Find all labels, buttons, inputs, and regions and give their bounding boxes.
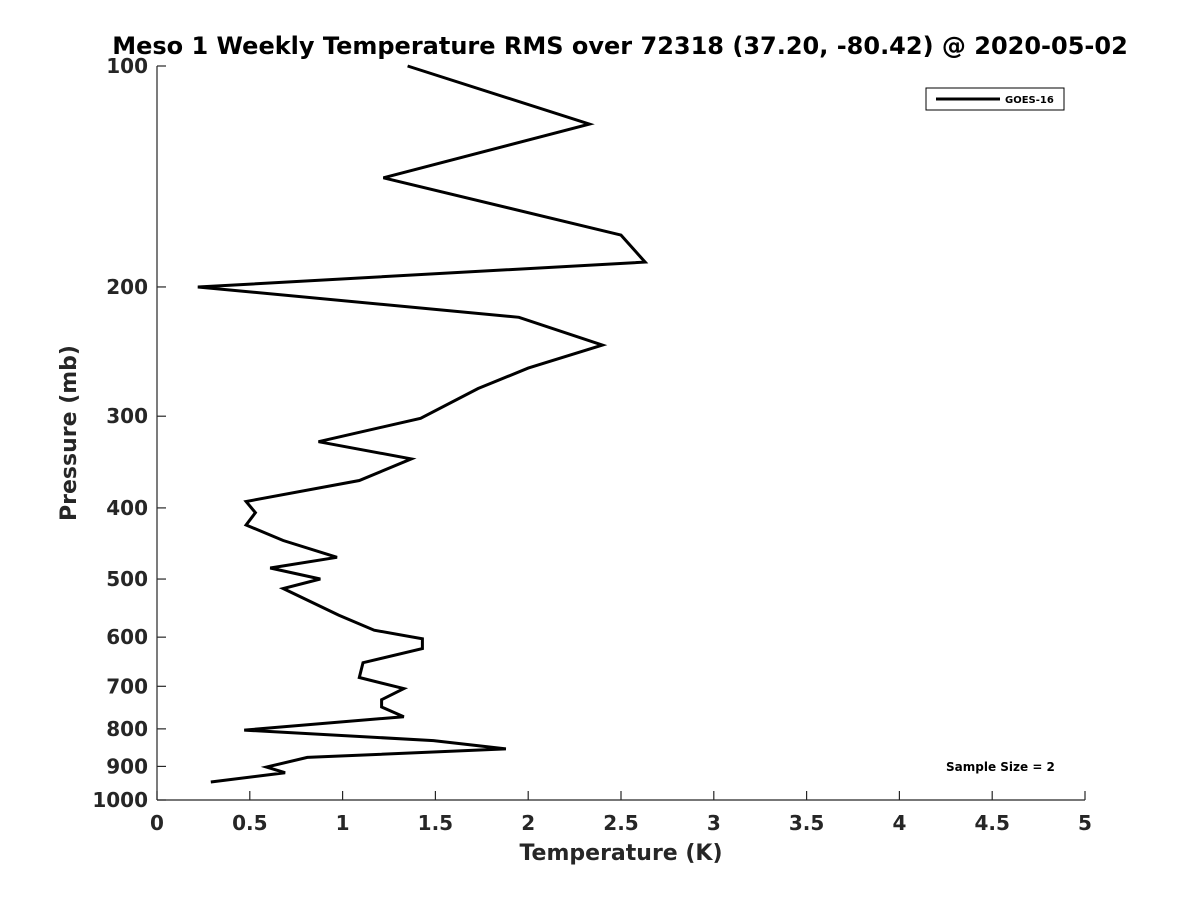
legend-entry-goes-16: GOES-16 xyxy=(1005,95,1054,106)
x-tick-label: 1.5 xyxy=(418,811,453,835)
y-tick-label: 900 xyxy=(106,754,148,778)
y-axis-label: Pressure (mb) xyxy=(57,345,82,521)
y-tick-label: 600 xyxy=(106,625,148,649)
y-tick-label: 700 xyxy=(106,674,148,698)
sample-size-annotation: Sample Size = 2 xyxy=(946,760,1055,774)
y-ticks: 100 200 300 400 500 600 700 800 900 1000 xyxy=(92,54,166,812)
x-tick-label: 3.5 xyxy=(789,811,824,835)
x-tick-label: 5 xyxy=(1078,811,1092,835)
legend: GOES-16 xyxy=(925,87,1065,111)
x-tick-label: 4.5 xyxy=(974,811,1009,835)
y-tick-label: 200 xyxy=(106,275,148,299)
x-tick-label: 2 xyxy=(521,811,535,835)
series-line-goes-16 xyxy=(197,64,649,784)
x-tick-label: 4 xyxy=(892,811,906,835)
x-tick-label: 2.5 xyxy=(603,811,638,835)
x-tick-label: 0 xyxy=(150,811,164,835)
series-layer xyxy=(197,64,649,784)
y-tick-label: 300 xyxy=(106,404,148,428)
y-tick-label: 800 xyxy=(106,717,148,741)
x-axis-label: Temperature (K) xyxy=(519,841,722,866)
x-ticks: 0 0.5 1 1.5 2 2.5 3 3.5 4 4.5 5 xyxy=(150,791,1092,835)
y-tick-label: 500 xyxy=(106,567,148,591)
y-tick-label: 400 xyxy=(106,496,148,520)
x-tick-label: 1 xyxy=(336,811,350,835)
chart-title: Meso 1 Weekly Temperature RMS over 72318… xyxy=(112,32,1128,60)
y-tick-label: 1000 xyxy=(92,788,148,812)
y-tick-label: 100 xyxy=(106,54,148,78)
x-tick-label: 0.5 xyxy=(232,811,267,835)
x-tick-label: 3 xyxy=(707,811,721,835)
